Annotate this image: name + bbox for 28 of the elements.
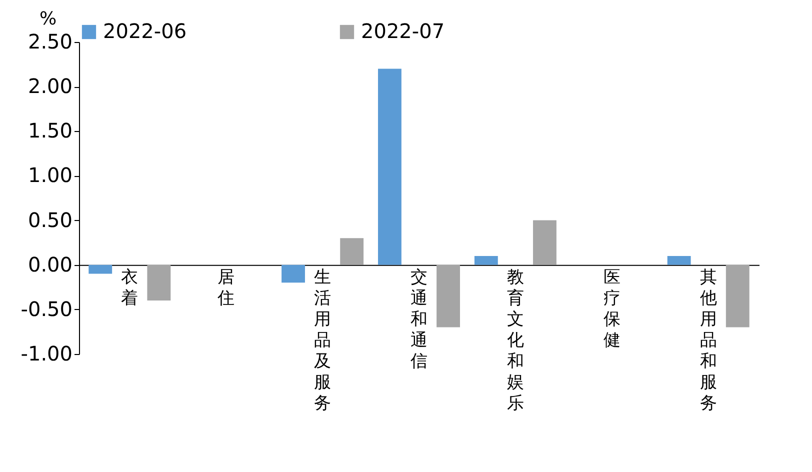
bar: [340, 238, 364, 265]
x-tick-label: 生活用品及服务: [314, 267, 332, 414]
bar: [667, 256, 691, 265]
y-tick-label: 1.00: [28, 163, 72, 188]
bar: [436, 264, 460, 328]
bar: [88, 264, 112, 274]
y-tick-label: 2.50: [28, 30, 72, 54]
x-tick-label: 其他用品和服务: [700, 267, 717, 414]
y-axis-title: %: [40, 8, 57, 30]
y-tick-label: 2.00: [28, 74, 72, 98]
x-tick-label: 居住: [216, 267, 235, 308]
y-tick-label: 0.00: [28, 252, 72, 276]
bar: [726, 264, 750, 328]
bar: [282, 264, 305, 283]
y-tick-label: 0.50: [28, 208, 72, 232]
x-tick-label: 医疗保健: [603, 267, 620, 350]
x-tick-label: 交通和通信: [410, 267, 428, 372]
bar: [378, 68, 402, 265]
legend-label: 2022-06: [103, 19, 187, 43]
legend-label: 2022-07: [361, 19, 445, 43]
bar: [147, 264, 171, 301]
y-tick-label: -0.50: [20, 296, 72, 321]
bar: [474, 256, 498, 265]
y-tick-label: 1.50: [28, 118, 72, 143]
y-tick-label: -1.00: [20, 342, 72, 366]
bar: [533, 220, 556, 265]
x-tick-label: 教育文化和娱乐: [506, 267, 524, 414]
x-tick-label: 衣着: [121, 267, 138, 308]
